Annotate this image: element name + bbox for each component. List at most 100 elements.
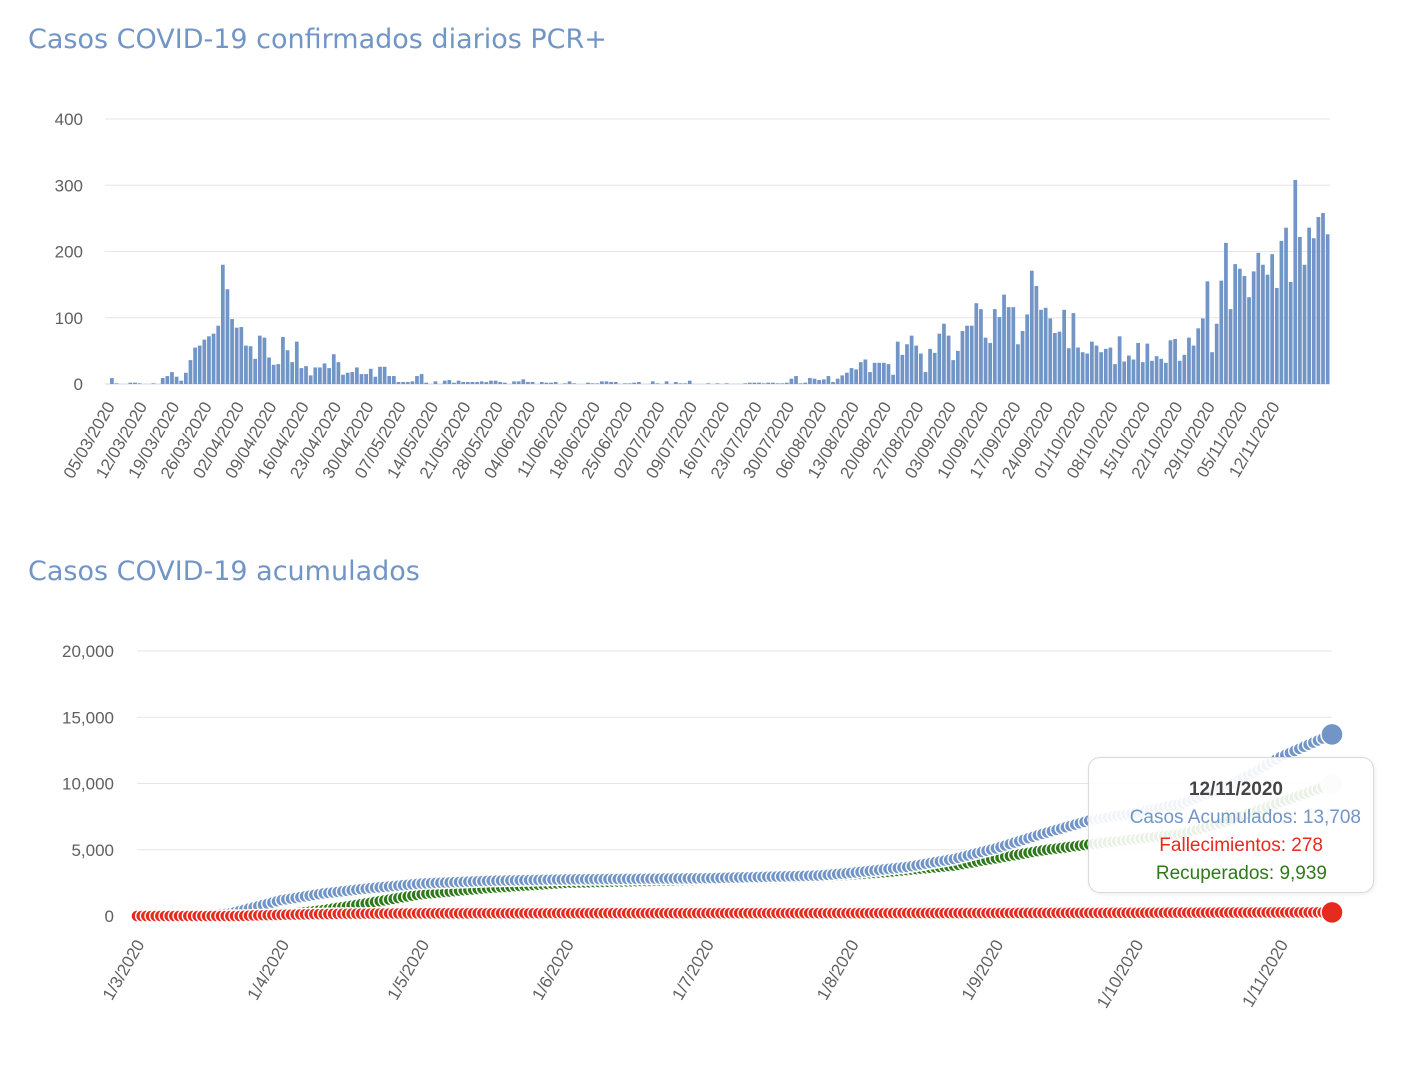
bar[interactable]: [942, 323, 946, 384]
bar[interactable]: [1108, 347, 1113, 384]
bar[interactable]: [632, 382, 637, 384]
bar[interactable]: [789, 378, 794, 384]
bar[interactable]: [747, 382, 752, 384]
bar[interactable]: [1099, 352, 1103, 384]
bar[interactable]: [1274, 287, 1279, 384]
bar[interactable]: [637, 382, 641, 384]
bar[interactable]: [257, 335, 262, 384]
bar[interactable]: [387, 376, 392, 384]
bar[interactable]: [313, 367, 318, 384]
hover-marker[interactable]: [1320, 722, 1344, 747]
bar[interactable]: [1261, 264, 1265, 384]
bar[interactable]: [609, 382, 613, 384]
bar[interactable]: [974, 303, 979, 384]
bar[interactable]: [553, 382, 558, 384]
bar[interactable]: [623, 383, 627, 384]
bar[interactable]: [197, 345, 202, 384]
bar[interactable]: [1122, 361, 1127, 384]
bar[interactable]: [489, 380, 493, 384]
bar[interactable]: [992, 309, 997, 384]
bar[interactable]: [979, 309, 983, 384]
bar[interactable]: [1187, 337, 1191, 384]
bar[interactable]: [868, 372, 872, 384]
bar[interactable]: [331, 354, 336, 384]
bar[interactable]: [1127, 355, 1131, 384]
bar[interactable]: [1298, 236, 1302, 384]
bar[interactable]: [1247, 297, 1251, 384]
bar[interactable]: [1113, 364, 1117, 384]
bar[interactable]: [1053, 332, 1057, 384]
bar[interactable]: [877, 362, 882, 384]
bar[interactable]: [234, 327, 239, 384]
bar[interactable]: [1002, 294, 1006, 384]
bar[interactable]: [951, 360, 956, 384]
bar[interactable]: [794, 376, 798, 384]
bar[interactable]: [549, 382, 553, 384]
bar[interactable]: [359, 374, 364, 384]
bar[interactable]: [1034, 285, 1039, 384]
bar[interactable]: [613, 382, 618, 384]
bar[interactable]: [835, 378, 840, 384]
bar[interactable]: [1020, 331, 1025, 384]
bar[interactable]: [673, 382, 678, 384]
bar[interactable]: [1090, 341, 1094, 384]
bar[interactable]: [997, 317, 1002, 384]
bar[interactable]: [923, 372, 928, 384]
bar[interactable]: [479, 381, 484, 384]
bar[interactable]: [271, 364, 276, 384]
bar[interactable]: [530, 382, 535, 384]
bar[interactable]: [882, 362, 886, 384]
bar[interactable]: [1080, 352, 1085, 384]
bar[interactable]: [845, 372, 849, 384]
bar[interactable]: [225, 289, 230, 384]
bar[interactable]: [183, 372, 188, 384]
bar[interactable]: [627, 383, 632, 384]
bar[interactable]: [207, 336, 211, 384]
bar[interactable]: [1270, 254, 1275, 384]
bar[interactable]: [470, 382, 475, 384]
bar[interactable]: [1168, 340, 1173, 384]
bar[interactable]: [1311, 238, 1316, 384]
bar[interactable]: [563, 383, 567, 384]
bar[interactable]: [262, 337, 267, 384]
bar[interactable]: [345, 372, 350, 384]
bar[interactable]: [1163, 362, 1168, 384]
bar[interactable]: [826, 376, 831, 384]
bar[interactable]: [909, 335, 914, 384]
bar[interactable]: [1228, 309, 1233, 384]
bar[interactable]: [1224, 242, 1228, 384]
bar[interactable]: [1016, 344, 1020, 384]
bar[interactable]: [475, 382, 479, 384]
bar[interactable]: [683, 383, 687, 384]
bar[interactable]: [761, 383, 766, 384]
bar[interactable]: [193, 347, 197, 384]
bar[interactable]: [1085, 353, 1090, 384]
bar[interactable]: [1039, 309, 1043, 384]
bar[interactable]: [299, 368, 304, 384]
bar[interactable]: [544, 382, 549, 384]
bar[interactable]: [410, 381, 415, 384]
bar[interactable]: [872, 362, 877, 384]
bar[interactable]: [1307, 227, 1312, 384]
bar[interactable]: [382, 366, 387, 384]
bar[interactable]: [955, 350, 960, 384]
bar[interactable]: [1062, 309, 1067, 384]
bar[interactable]: [1196, 328, 1201, 384]
bar[interactable]: [294, 341, 299, 384]
bar[interactable]: [808, 378, 812, 384]
bar[interactable]: [678, 383, 683, 384]
bar[interactable]: [1256, 252, 1261, 384]
bar[interactable]: [650, 381, 655, 384]
bar[interactable]: [318, 367, 322, 384]
bar[interactable]: [281, 336, 285, 384]
bar[interactable]: [170, 372, 174, 384]
bar[interactable]: [1011, 307, 1016, 384]
bar[interactable]: [216, 325, 221, 384]
bar[interactable]: [1154, 356, 1159, 384]
bar[interactable]: [1284, 227, 1288, 384]
bar[interactable]: [373, 376, 378, 384]
bar[interactable]: [928, 348, 932, 384]
bar[interactable]: [590, 383, 595, 384]
bar[interactable]: [1279, 240, 1284, 384]
bar[interactable]: [1103, 348, 1108, 384]
